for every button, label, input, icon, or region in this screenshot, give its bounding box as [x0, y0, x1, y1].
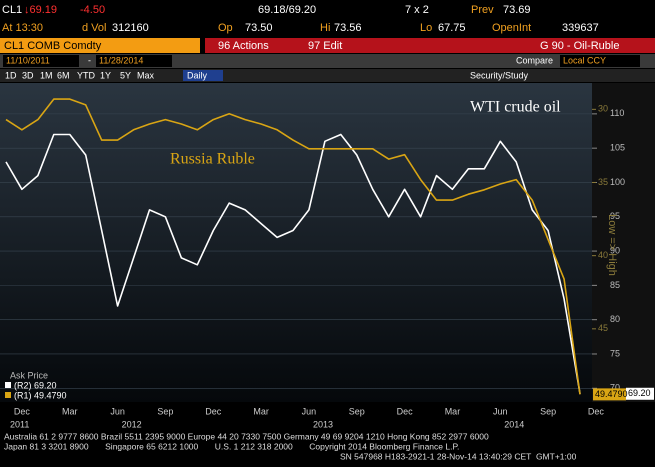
- page-name: G 90 - Oil-Ruble: [540, 40, 619, 52]
- y-tick-label: 95: [610, 211, 620, 221]
- legend-title: Ask Price: [10, 370, 48, 380]
- y2-tick-label: 35: [598, 177, 608, 187]
- ticker: CL1: [2, 4, 22, 16]
- y-tick-label: 85: [610, 280, 620, 290]
- year-label: 2013: [313, 419, 333, 429]
- range-bar: [0, 69, 655, 82]
- y-tick-label: 105: [610, 143, 625, 153]
- range-button[interactable]: YTD: [77, 70, 96, 80]
- oi-label: OpenInt: [492, 22, 531, 34]
- x-tick-label: Sep: [540, 406, 556, 416]
- series-line: [5, 98, 581, 395]
- x-tick-label: Dec: [205, 406, 222, 416]
- footer-line: Japan 81 3 3201 8900 Singapore 65 6212 1…: [4, 441, 459, 451]
- end-label: 49.4790: [595, 389, 628, 399]
- security[interactable]: CL1 COMB Comdty: [4, 40, 102, 52]
- end-label: 69.20: [628, 388, 651, 398]
- range-button[interactable]: 1D: [5, 70, 17, 80]
- footer-line: SN 547968 H183-2921-1 28-Nov-14 13:40:29…: [340, 451, 577, 461]
- legend-swatch: [5, 382, 11, 388]
- open: 73.50: [245, 22, 273, 34]
- year-label: 2014: [504, 419, 524, 429]
- date-separator: -: [88, 55, 91, 65]
- menu-bar: [205, 38, 655, 53]
- y-tick-label: 75: [610, 348, 620, 358]
- last-price: ↓69.19: [24, 4, 57, 16]
- start-date[interactable]: 11/10/2011: [6, 55, 50, 65]
- vol: 312160: [112, 22, 149, 34]
- vol-label: d Vol: [82, 22, 106, 34]
- series-annotation: WTI crude oil: [470, 99, 561, 116]
- open-label: Op: [218, 22, 233, 34]
- prev-label: Prev: [471, 4, 494, 16]
- range-button[interactable]: 5Y: [120, 70, 131, 80]
- x-tick-label: Dec: [397, 406, 414, 416]
- high: 73.56: [334, 22, 362, 34]
- prev: 73.69: [503, 4, 531, 16]
- low: 67.75: [438, 22, 466, 34]
- date-box: [96, 55, 172, 67]
- series-line: [5, 133, 581, 394]
- low-label: Lo: [420, 22, 432, 34]
- year-label: 2011: [10, 419, 29, 429]
- y-tick-label: 100: [610, 177, 625, 187]
- range-button[interactable]: 6M: [57, 70, 70, 80]
- size: 7 x 2: [405, 4, 429, 16]
- x-tick-label: Mar: [62, 406, 78, 416]
- x-tick-label: Jun: [302, 406, 317, 416]
- x-tick-label: Dec: [14, 406, 31, 416]
- end-date[interactable]: 11/28/2014: [99, 55, 143, 65]
- end-label-box: [593, 388, 626, 401]
- compare[interactable]: Compare: [516, 55, 553, 65]
- legend-label: (R1) 49.4790: [14, 390, 67, 400]
- footer-line: Australia 61 2 9777 8600 Brazil 5511 239…: [4, 431, 489, 441]
- range-button[interactable]: 1Y: [100, 70, 111, 80]
- range-button[interactable]: 1M: [40, 70, 53, 80]
- security-box: [0, 38, 200, 53]
- axis-annotation: Low => High: [606, 214, 618, 276]
- y2-tick-label: 45: [598, 323, 608, 333]
- bid-ask: 69.18/69.20: [258, 4, 316, 16]
- x-tick-label: Mar: [445, 406, 461, 416]
- actions-menu[interactable]: 96 Actions: [218, 40, 269, 52]
- y2-tick-label: 30: [598, 104, 608, 114]
- edit-menu[interactable]: 97 Edit: [308, 40, 342, 52]
- change: -4.50: [80, 4, 105, 16]
- range-button[interactable]: Max: [137, 70, 155, 80]
- legend-swatch: [5, 392, 11, 398]
- high-label: Hi: [320, 22, 330, 34]
- end-label-box: [626, 387, 654, 400]
- oi: 339637: [562, 22, 599, 34]
- axis-panel: [592, 83, 655, 402]
- y2-tick-label: 40: [598, 250, 608, 260]
- x-tick-label: Jun: [493, 406, 508, 416]
- y-tick-label: 80: [610, 314, 620, 324]
- range-button[interactable]: 3D: [22, 70, 34, 80]
- x-tick-label: Sep: [349, 406, 365, 416]
- period-box: [183, 70, 223, 81]
- time: At 13:30: [2, 22, 43, 34]
- x-tick-label: Jun: [110, 406, 125, 416]
- plot-area: [0, 83, 592, 402]
- period[interactable]: Daily: [187, 70, 208, 80]
- y-tick-label: 90: [610, 245, 620, 255]
- y-tick-label: 70: [610, 383, 620, 393]
- x-tick-label: Sep: [157, 406, 173, 416]
- series-annotation: Russia Ruble: [170, 151, 255, 168]
- currency-box: [560, 55, 640, 67]
- study[interactable]: Security/Study: [470, 70, 529, 80]
- currency[interactable]: Local CCY: [563, 55, 606, 65]
- x-tick-label: Dec: [588, 406, 605, 416]
- legend-label: (R2) 69.20: [14, 380, 57, 390]
- year-label: 2012: [122, 419, 142, 429]
- y-tick-label: 110: [610, 108, 624, 118]
- date-box: [3, 55, 79, 67]
- x-tick-label: Mar: [253, 406, 269, 416]
